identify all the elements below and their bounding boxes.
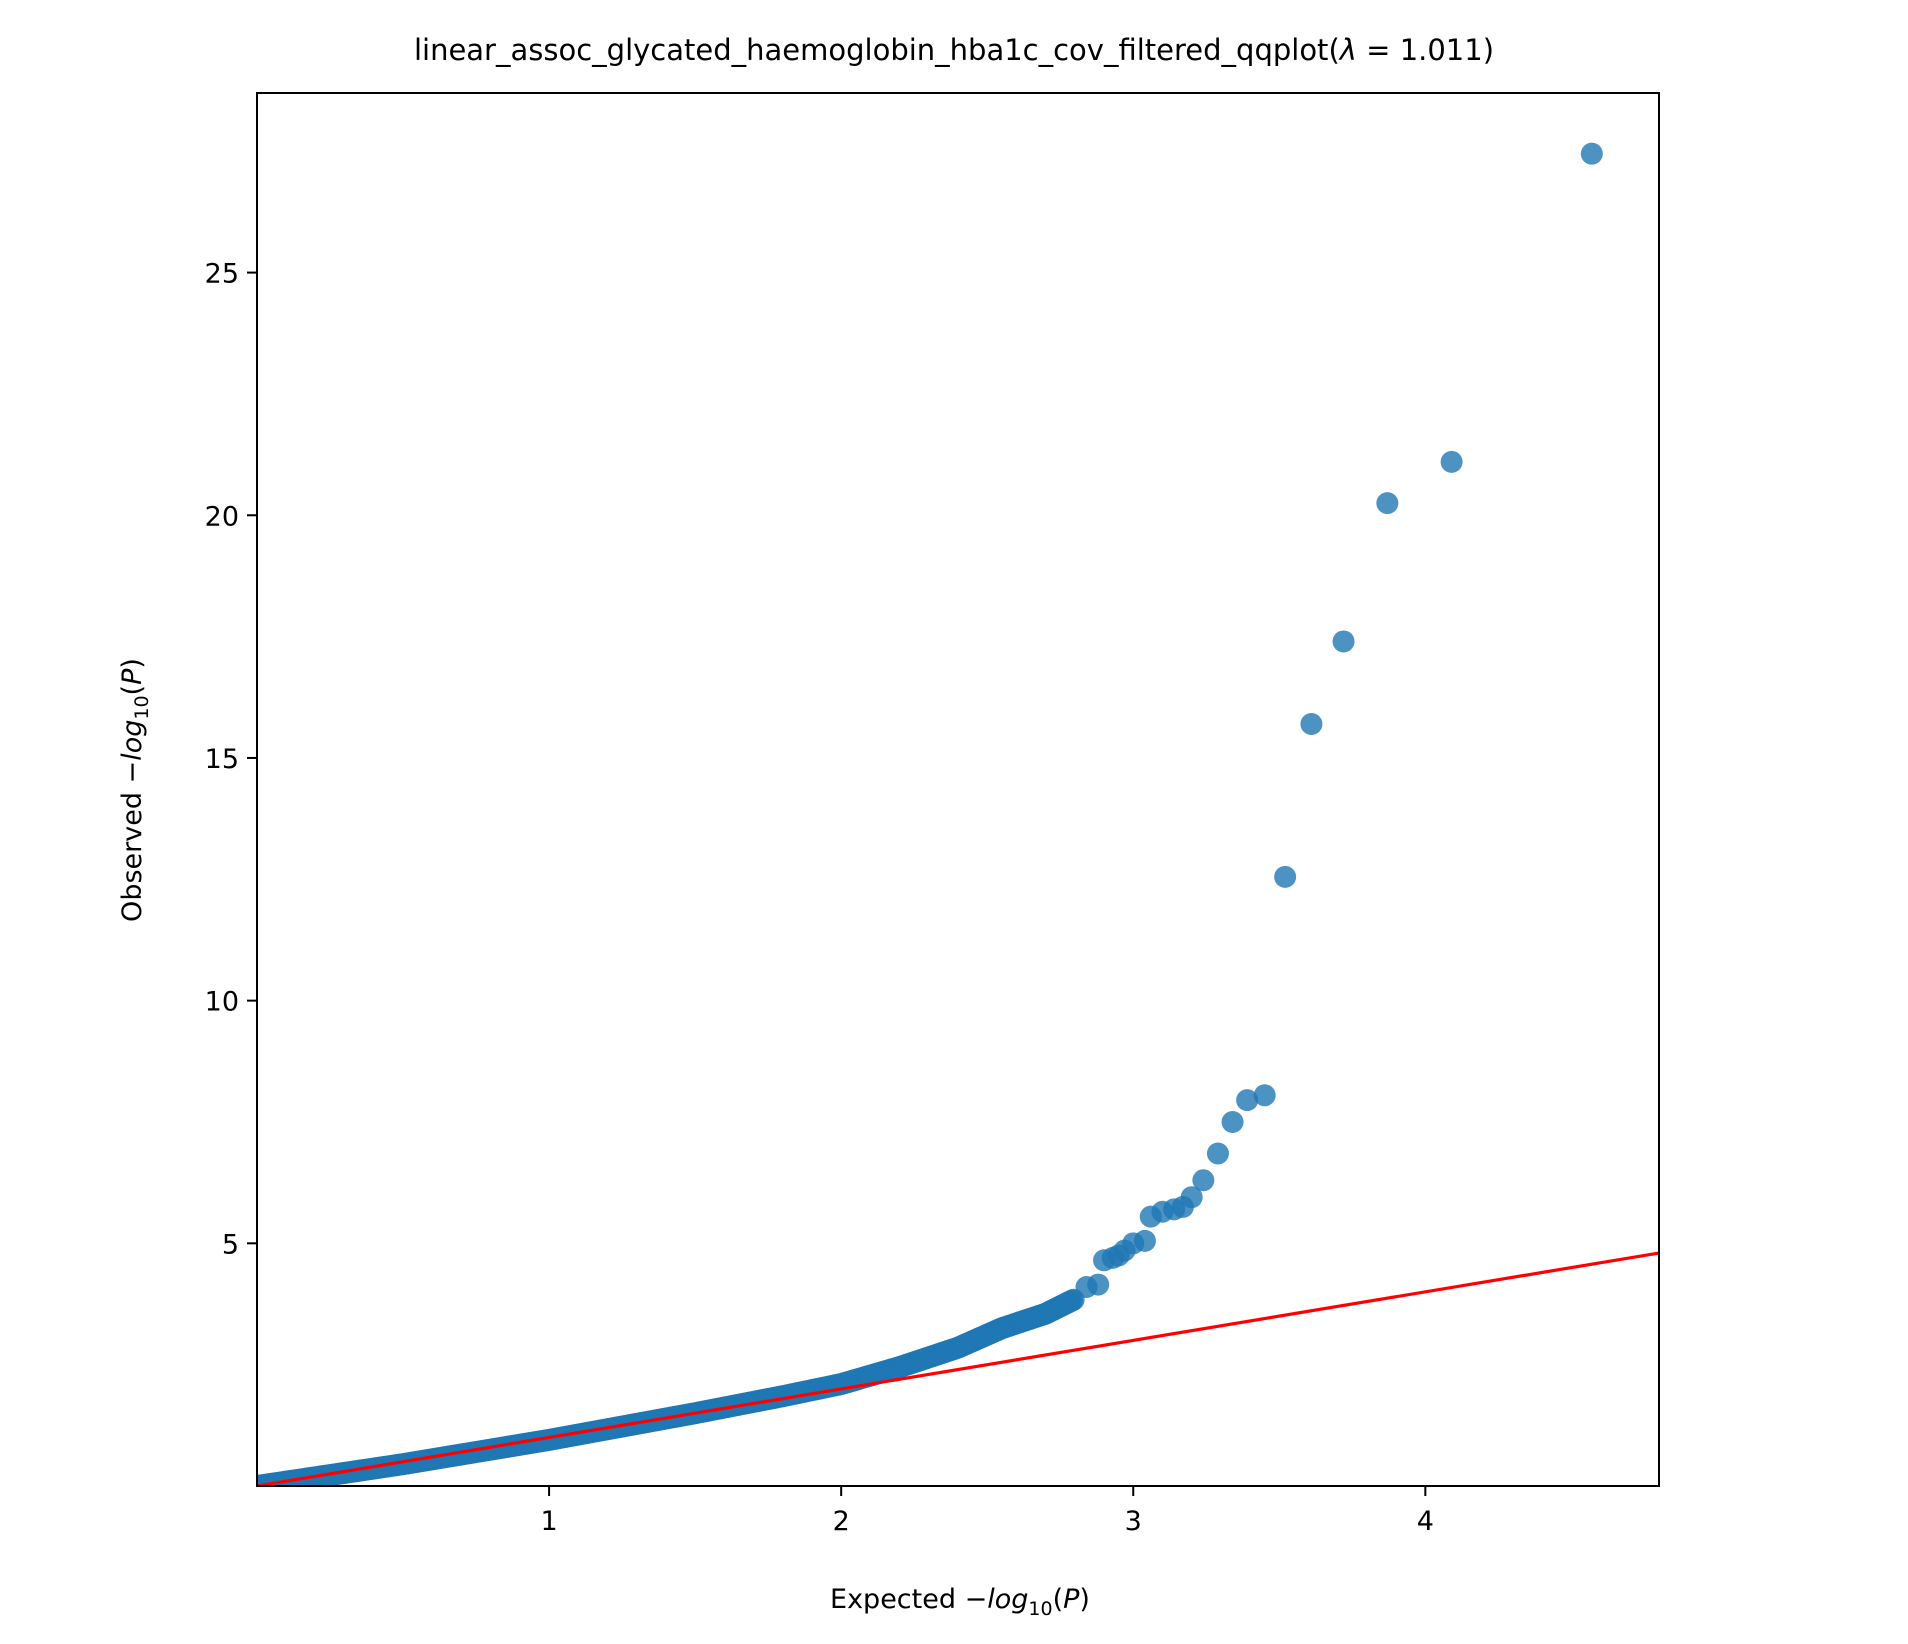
y-tick-label: 20 — [205, 501, 239, 532]
x-axis-label-p: P — [1063, 1584, 1080, 1615]
data-point — [1180, 1186, 1203, 1209]
data-point — [1236, 1089, 1259, 1112]
chart-title-paren: ( — [1328, 33, 1339, 67]
x-axis-ticks: 1 2 3 4 — [540, 1486, 1434, 1537]
data-point — [1580, 142, 1603, 165]
data-point — [1221, 1110, 1244, 1133]
y-axis-label: Observed −log10(P) — [117, 658, 153, 922]
y-axis-label-p: P — [117, 668, 148, 685]
chart-title-lambda-value: 1.011 — [1400, 33, 1483, 67]
y-axis-label-sub: 10 — [131, 695, 153, 719]
x-axis-label-minus: − — [965, 1584, 988, 1615]
axes-frame — [256, 92, 1660, 1487]
chart-title-lambda: λ — [1338, 33, 1357, 67]
x-tick-label: 4 — [1417, 1506, 1434, 1537]
data-point — [1274, 865, 1297, 888]
x-tick-label: 2 — [833, 1506, 850, 1537]
x-tick-label: 1 — [540, 1506, 557, 1537]
x-axis-label-sub: 10 — [1028, 1598, 1052, 1620]
y-axis-label-minus: − — [117, 761, 148, 784]
y-tick-label: 25 — [205, 259, 239, 290]
chart-title: linear_assoc_glycated_haemoglobin_hba1c_… — [414, 33, 1494, 67]
x-axis-label-open: ( — [1053, 1584, 1064, 1615]
x-axis-label-log: log — [987, 1584, 1028, 1615]
scatter-layer — [257, 142, 1603, 1486]
data-point — [1133, 1229, 1156, 1252]
data-point — [1440, 450, 1463, 473]
chart-title-close: ) — [1483, 33, 1494, 67]
y-tick-label: 15 — [205, 744, 239, 775]
data-point — [1332, 630, 1355, 653]
chart-title-equals: = — [1357, 33, 1400, 67]
y-tick-label: 5 — [222, 1229, 239, 1260]
y-axis-label-log: log — [117, 720, 148, 761]
x-axis-label-space — [956, 1584, 965, 1615]
data-point — [1253, 1084, 1276, 1107]
plot-area: 1 2 3 4 5 10 15 20 25 — [205, 92, 1660, 1537]
y-tick-label: 10 — [205, 987, 239, 1018]
data-point — [1192, 1169, 1215, 1192]
x-axis-label: Expected −log10(P) — [830, 1584, 1090, 1620]
chart-title-main: linear_assoc_glycated_haemoglobin_hba1c_… — [414, 33, 1328, 67]
data-point — [1300, 712, 1323, 735]
y-axis-label-close: ) — [117, 658, 148, 669]
reference-line — [257, 1251, 1659, 1486]
y-axis-ticks: 5 10 15 20 25 — [205, 259, 257, 1260]
y-axis-label-word: Observed — [117, 792, 148, 922]
x-axis-label-close: ) — [1079, 1584, 1090, 1615]
y-axis-label-space — [117, 783, 148, 792]
data-point — [1376, 492, 1399, 515]
data-point — [1087, 1273, 1110, 1296]
y-axis-label-open: ( — [117, 685, 148, 696]
x-axis-label-word: Expected — [830, 1584, 956, 1615]
data-point — [1206, 1142, 1229, 1165]
x-tick-label: 3 — [1125, 1506, 1142, 1537]
